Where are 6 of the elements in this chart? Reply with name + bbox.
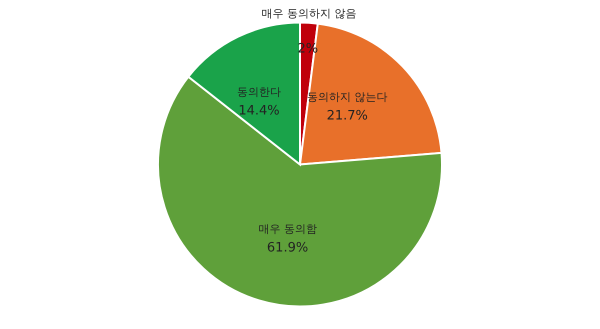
slice-label: 매우 동의하지 않음 bbox=[261, 6, 356, 20]
data-label: 21.7% bbox=[326, 108, 368, 124]
data-label: 14.4% bbox=[238, 104, 280, 119]
slice-label: 매우 동의함 bbox=[258, 222, 317, 236]
slice-label: 동의한다 bbox=[237, 86, 282, 99]
data-label: 61.9% bbox=[266, 240, 308, 256]
